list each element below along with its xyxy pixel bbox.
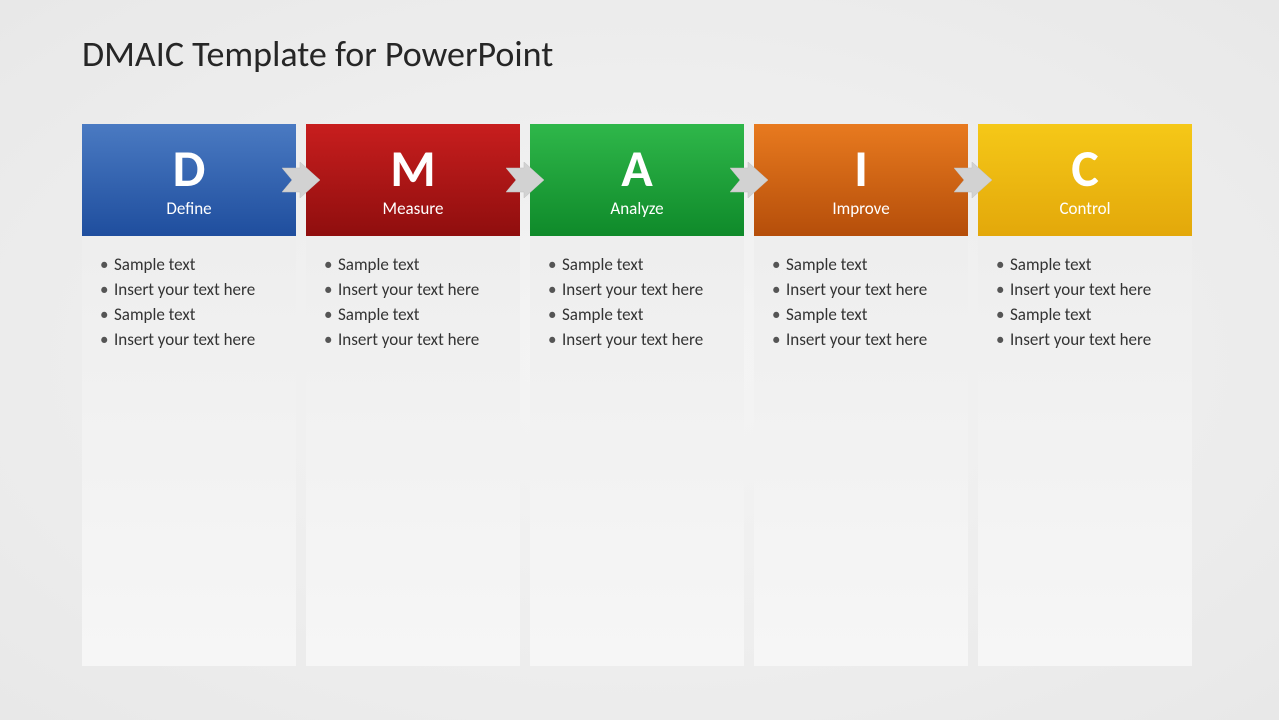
bullet-item: Sample text [548, 254, 734, 277]
stage-letter: A [621, 142, 653, 194]
stage-body: Sample textInsert your text hereSample t… [530, 236, 744, 666]
stage-letter: M [390, 142, 435, 194]
stage-letter: I [854, 142, 868, 194]
slide-title: DMAIC Template for PowerPoint [82, 32, 553, 76]
stage-body: Sample textInsert your text hereSample t… [978, 236, 1192, 666]
stage-label: Improve [832, 198, 889, 219]
bullet-item: Insert your text here [100, 279, 286, 302]
bullet-item: Insert your text here [100, 329, 286, 352]
bullet-item: Insert your text here [548, 279, 734, 302]
bullet-item: Sample text [100, 254, 286, 277]
bullet-item: Sample text [100, 304, 286, 327]
stage-header: A Analyze [530, 124, 744, 236]
stage-label: Define [166, 198, 211, 219]
arrow-connector-icon [506, 162, 544, 198]
bullet-item: Insert your text here [996, 329, 1182, 352]
stage-header: D Define [82, 124, 296, 236]
bullet-item: Sample text [772, 304, 958, 327]
stage-header: M Measure [306, 124, 520, 236]
stage-measure: MMeasureSample textInsert your text here… [306, 124, 520, 666]
bullet-item: Sample text [324, 304, 510, 327]
bullet-item: Insert your text here [324, 279, 510, 302]
stage-letter: C [1071, 142, 1099, 194]
bullet-list: Sample textInsert your text hereSample t… [100, 254, 286, 352]
stage-label: Control [1059, 198, 1110, 219]
bullet-list: Sample textInsert your text hereSample t… [772, 254, 958, 352]
stage-body: Sample textInsert your text hereSample t… [82, 236, 296, 666]
bullet-item: Insert your text here [772, 329, 958, 352]
stage-control: CControlSample textInsert your text here… [978, 124, 1192, 666]
stage-improve: IImproveSample textInsert your text here… [754, 124, 968, 666]
stage-label: Measure [383, 198, 444, 219]
stage-header: I Improve [754, 124, 968, 236]
bullet-item: Sample text [548, 304, 734, 327]
bullet-item: Insert your text here [996, 279, 1182, 302]
stage-letter: D [173, 142, 206, 194]
bullet-list: Sample textInsert your text hereSample t… [996, 254, 1182, 352]
bullet-item: Sample text [996, 254, 1182, 277]
stage-define: DDefineSample textInsert your text hereS… [82, 124, 296, 666]
bullet-item: Sample text [324, 254, 510, 277]
stage-label: Analyze [610, 198, 663, 219]
bullet-list: Sample textInsert your text hereSample t… [324, 254, 510, 352]
stage-header: C Control [978, 124, 1192, 236]
arrow-connector-icon [730, 162, 768, 198]
bullet-list: Sample textInsert your text hereSample t… [548, 254, 734, 352]
bullet-item: Sample text [772, 254, 958, 277]
arrow-connector-icon [282, 162, 320, 198]
bullet-item: Insert your text here [548, 329, 734, 352]
stage-body: Sample textInsert your text hereSample t… [754, 236, 968, 666]
bullet-item: Insert your text here [324, 329, 510, 352]
bullet-item: Insert your text here [772, 279, 958, 302]
stage-body: Sample textInsert your text hereSample t… [306, 236, 520, 666]
stages-container: DDefineSample textInsert your text hereS… [82, 124, 1192, 666]
stage-analyze: AAnalyzeSample textInsert your text here… [530, 124, 744, 666]
arrow-connector-icon [954, 162, 992, 198]
bullet-item: Sample text [996, 304, 1182, 327]
